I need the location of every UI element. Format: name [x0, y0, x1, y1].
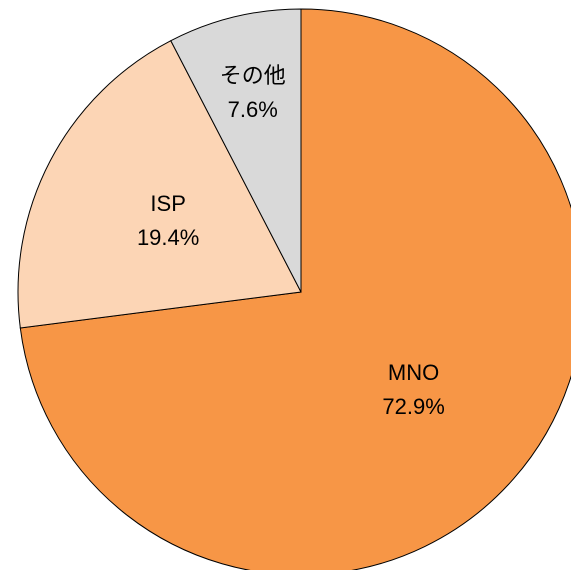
value-label: 19.4% — [137, 225, 199, 250]
value-label: 7.6% — [228, 97, 278, 122]
slice-label: ISP — [150, 191, 185, 216]
pie-slice — [19, 8, 571, 570]
slice-label: MNO — [388, 360, 439, 385]
pie-slice — [17, 40, 302, 329]
pie-slice — [170, 8, 302, 293]
slice-label: その他 — [220, 63, 286, 88]
value-label: 72.9% — [382, 394, 444, 419]
